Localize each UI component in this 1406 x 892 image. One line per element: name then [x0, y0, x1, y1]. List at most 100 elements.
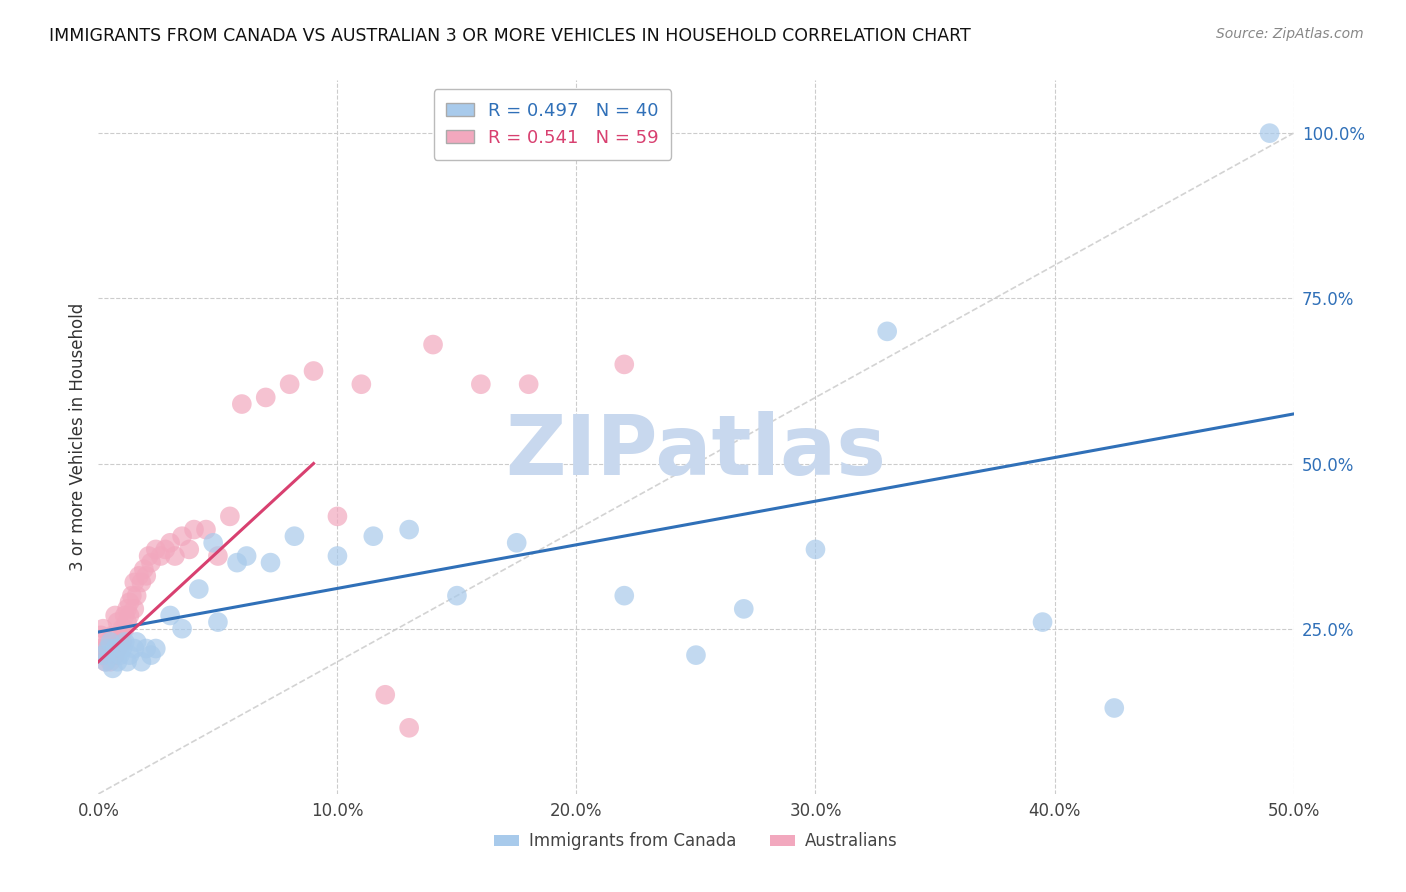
Point [125, 635, 148, 649]
Point [104, 648, 127, 662]
Point [446, 589, 468, 603]
Point [101, 641, 124, 656]
Y-axis label: 3 or more Vehicles in Household: 3 or more Vehicles in Household [69, 303, 87, 571]
Point [235, 549, 257, 563]
Point [115, 602, 138, 616]
Point [613, 589, 636, 603]
Point [207, 615, 229, 629]
Point [128, 569, 150, 583]
Point [90, 628, 112, 642]
Point [195, 523, 218, 537]
Point [398, 721, 420, 735]
Point [107, 641, 129, 656]
Point [613, 358, 636, 372]
Point [517, 377, 540, 392]
Point [159, 608, 181, 623]
Point [733, 602, 755, 616]
Point [131, 575, 153, 590]
Point [179, 542, 201, 557]
Text: ZIPatlas: ZIPatlas [506, 411, 886, 491]
Point [108, 648, 131, 662]
Point [139, 648, 162, 662]
Point [506, 536, 529, 550]
Point [125, 589, 148, 603]
Point [94, 655, 117, 669]
Text: IMMIGRANTS FROM CANADA VS AUSTRALIAN 3 OR MORE VEHICLES IN HOUSEHOLD CORRELATION: IMMIGRANTS FROM CANADA VS AUSTRALIAN 3 O… [49, 27, 972, 45]
Point [226, 556, 249, 570]
Point [183, 523, 205, 537]
Point [107, 615, 129, 629]
Point [98, 655, 122, 669]
Point [283, 529, 305, 543]
Point [94, 641, 117, 656]
Point [114, 635, 136, 649]
Point [114, 622, 136, 636]
Point [187, 582, 209, 596]
Point [1104, 701, 1126, 715]
Point [398, 523, 420, 537]
Point [326, 509, 349, 524]
Point [135, 641, 157, 656]
Point [111, 622, 134, 636]
Point [94, 655, 117, 669]
Point [97, 635, 120, 649]
Point [350, 377, 373, 392]
Point [207, 549, 229, 563]
Point [1032, 615, 1054, 629]
Point [115, 655, 138, 669]
Point [115, 615, 138, 629]
Point [145, 542, 167, 557]
Point [470, 377, 492, 392]
Point [97, 648, 120, 662]
Point [118, 608, 141, 623]
Point [131, 655, 153, 669]
Point [111, 635, 134, 649]
Point [172, 529, 194, 543]
Point [163, 549, 186, 563]
Point [118, 648, 141, 662]
Point [374, 688, 396, 702]
Point [91, 648, 114, 662]
Point [98, 635, 122, 649]
Point [135, 569, 157, 583]
Point [231, 397, 253, 411]
Point [145, 641, 167, 656]
Point [91, 622, 114, 636]
Point [114, 608, 136, 623]
Point [111, 641, 134, 656]
Point [138, 549, 160, 563]
Point [326, 549, 349, 563]
Point [121, 589, 143, 603]
Point [108, 628, 131, 642]
Point [104, 608, 127, 623]
Point [1258, 126, 1281, 140]
Point [107, 655, 129, 669]
Point [139, 556, 162, 570]
Point [118, 595, 141, 609]
Point [149, 549, 172, 563]
Point [124, 575, 146, 590]
Point [159, 536, 181, 550]
Point [685, 648, 707, 662]
Point [278, 377, 301, 392]
Point [876, 324, 898, 338]
Point [97, 641, 120, 656]
Point [132, 562, 155, 576]
Point [101, 628, 124, 642]
Point [363, 529, 385, 543]
Point [124, 641, 146, 656]
Point [104, 641, 127, 656]
Point [91, 648, 114, 662]
Point [804, 542, 827, 557]
Point [90, 641, 112, 656]
Point [219, 509, 242, 524]
Legend: Immigrants from Canada, Australians: Immigrants from Canada, Australians [488, 826, 904, 857]
Point [172, 622, 194, 636]
Point [108, 635, 131, 649]
Point [302, 364, 325, 378]
Point [124, 602, 146, 616]
Point [155, 542, 177, 557]
Point [98, 641, 122, 656]
Point [259, 556, 281, 570]
Text: Source: ZipAtlas.com: Source: ZipAtlas.com [1216, 27, 1364, 41]
